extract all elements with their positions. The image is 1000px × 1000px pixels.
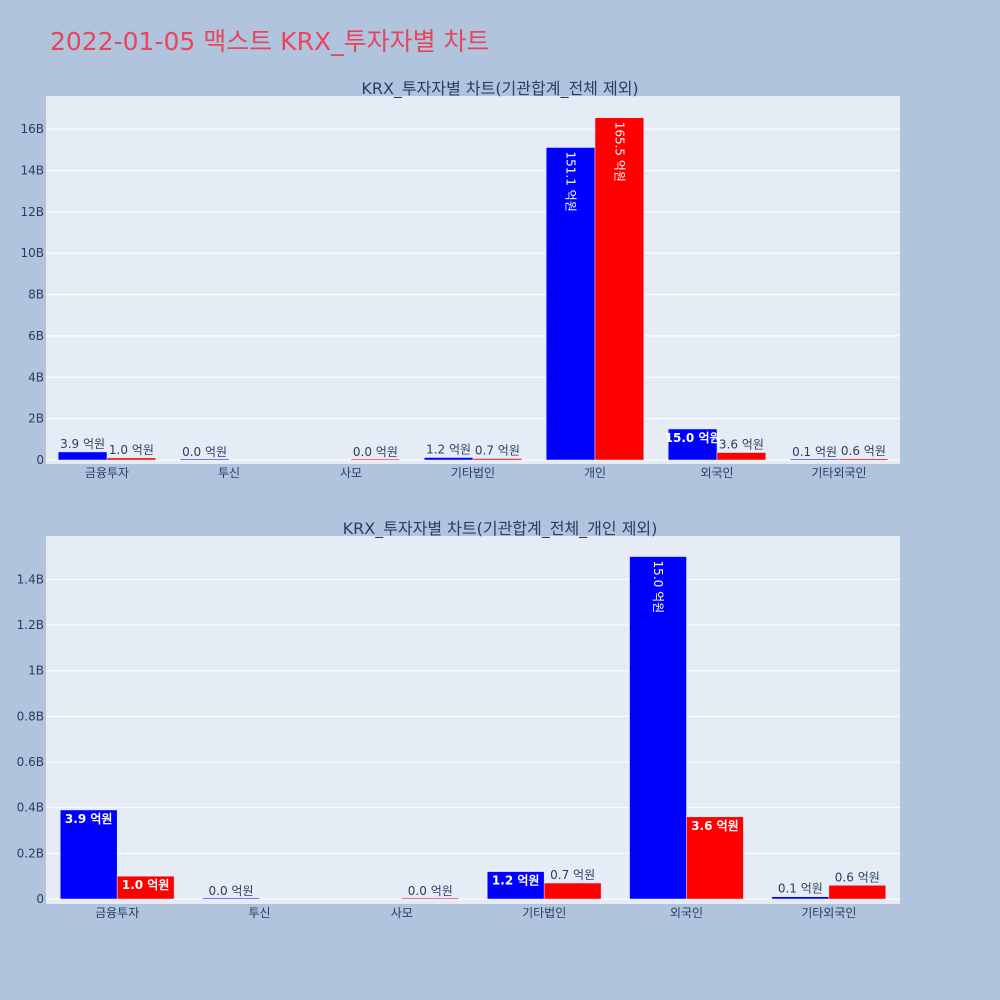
plot-background — [46, 536, 900, 904]
bar-label: 151.1 억원 — [564, 151, 578, 211]
y-tick-label: 0.6B — [17, 755, 44, 769]
bar-label: 0.0 억원 — [353, 445, 398, 459]
bar-label: 3.6 억원 — [719, 438, 764, 452]
page-title: 2022-01-05 맥스트 KRX_투자자별 차트 — [50, 27, 490, 56]
x-tick-label: 금융투자 — [85, 466, 129, 480]
bar — [828, 885, 887, 900]
y-tick-label: 0.4B — [17, 801, 44, 815]
y-tick-label: 6B — [28, 329, 44, 343]
y-tick-label: 1.4B — [17, 572, 44, 586]
bar-label: 0.6 억원 — [835, 870, 880, 884]
bar-label: 1.0 억원 — [109, 443, 154, 457]
x-tick-label: 기타법인 — [522, 906, 566, 920]
bar — [106, 457, 157, 461]
y-tick-label: 1.2B — [17, 618, 44, 632]
bar — [838, 458, 889, 461]
x-tick-label: 사모 — [391, 906, 413, 920]
chart-title: KRX_투자자별 차트(기관합계_전체 제외) — [361, 79, 638, 99]
bar-label: 1.2 억원 — [426, 443, 471, 457]
x-tick-label: 개인 — [584, 466, 606, 480]
bar — [57, 451, 108, 461]
y-tick-label: 12B — [20, 205, 44, 219]
y-tick-label: 0.8B — [17, 709, 44, 723]
bar-label: 0.6 억원 — [841, 444, 886, 458]
bar — [629, 556, 687, 900]
y-tick-label: 0.2B — [17, 846, 44, 860]
bar-label: 0.0 억원 — [209, 884, 254, 898]
bar-label: 0.0 억원 — [408, 884, 453, 898]
x-tick-label: 투신 — [218, 466, 240, 480]
x-tick-label: 기타외국인 — [811, 466, 866, 480]
bar — [667, 428, 718, 461]
bar — [543, 882, 602, 900]
bar-label: 0.1 억원 — [792, 445, 837, 459]
x-tick-label: 투신 — [248, 906, 270, 920]
x-tick-label: 금융투자 — [95, 906, 139, 920]
bar-label: 0.1 억원 — [778, 882, 823, 896]
bar-label: 0.7 억원 — [550, 868, 595, 882]
bar — [401, 897, 460, 900]
y-tick-label: 4B — [28, 370, 44, 384]
bar — [59, 809, 118, 900]
bar — [472, 458, 523, 461]
x-tick-label: 기타법인 — [451, 466, 495, 480]
bar-label: 3.9 억원 — [60, 437, 105, 451]
x-tick-label: 사모 — [340, 466, 362, 480]
x-tick-label: 외국인 — [670, 906, 703, 920]
bar-label: 1.2 억원 — [492, 874, 540, 888]
bar-label: 15.0 억원 — [651, 561, 665, 614]
bar-label: 15.0 억원 — [665, 431, 721, 445]
x-tick-label: 외국인 — [700, 466, 733, 480]
bar-label: 0.7 억원 — [475, 444, 520, 458]
x-tick-label: 기타외국인 — [801, 906, 856, 920]
bar — [686, 816, 744, 900]
y-tick-label: 16B — [20, 122, 44, 136]
bar-label: 3.9 억원 — [65, 812, 113, 826]
bar — [486, 871, 545, 900]
bar — [116, 875, 175, 900]
bar — [716, 452, 767, 461]
bar — [594, 117, 645, 461]
y-tick-label: 1B — [28, 664, 44, 678]
y-tick-label: 0 — [36, 892, 44, 906]
y-tick-label: 8B — [28, 288, 44, 302]
bar — [179, 458, 230, 461]
y-tick-label: 2B — [28, 412, 44, 426]
bar — [202, 897, 260, 900]
chart-title: KRX_투자자별 차트(기관합계_전체_개인 제외) — [343, 519, 658, 539]
bar-label: 3.6 억원 — [691, 819, 739, 833]
plot-background — [46, 96, 900, 464]
bar — [350, 458, 401, 461]
y-tick-label: 10B — [20, 246, 44, 260]
chart-top: KRX_투자자별 차트(기관합계_전체 제외) 0 2B 4B 6B 8B 10B 12B 14… — [20, 79, 900, 480]
bar-label: 0.0 억원 — [182, 445, 227, 459]
y-tick-label: 0 — [36, 453, 44, 467]
bar-label: 1.0 억원 — [122, 878, 170, 892]
bar — [545, 147, 596, 461]
bar — [771, 896, 830, 900]
y-tick-label: 14B — [20, 163, 44, 177]
bar-label: 165.5 억원 — [612, 122, 626, 182]
